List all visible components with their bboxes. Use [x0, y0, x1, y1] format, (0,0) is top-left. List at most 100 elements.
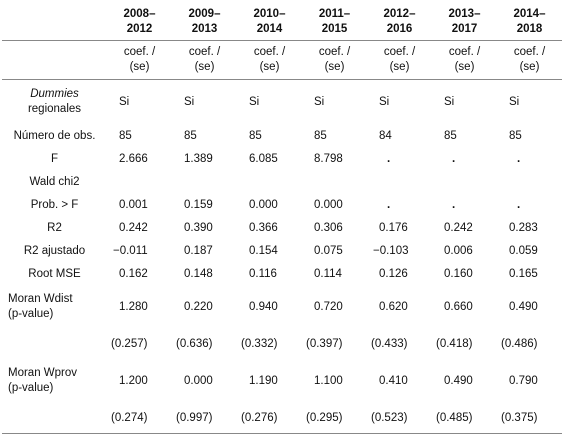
year-header-cell: 2011– 2015 — [318, 8, 351, 35]
value-cell: −0.011 — [113, 244, 148, 257]
value-cell: 0.159 — [184, 198, 213, 211]
pvalue-cell: (0.375) — [497, 403, 562, 434]
pvalue-cell: (0.997) — [172, 403, 237, 434]
value-cell: 0.000 — [314, 198, 343, 211]
probf-row: Prob. > F 0.001 0.159 0.000 0.000 . . . — [2, 193, 562, 216]
value-cell: . — [517, 152, 521, 165]
pvalue-cell: (0.257) — [111, 338, 148, 350]
value-cell — [302, 170, 367, 193]
empty-corner-cell — [2, 2, 107, 41]
value-cell: 0.490 — [444, 374, 473, 387]
pvalue-cell: (0.332) — [241, 338, 278, 350]
empty-label-cell — [2, 40, 107, 80]
moran-wdist-row: Moran Wdist (p-value) 1.280 0.220 0.940 … — [2, 285, 562, 329]
row-label-line2: (p-value) — [8, 308, 54, 320]
wald-row: Wald chi2 — [2, 170, 562, 193]
year-header-cell: 2009– 2013 — [188, 8, 221, 35]
value-cell: 85 — [444, 129, 457, 142]
value-cell: 84 — [379, 129, 392, 142]
value-cell: 0.410 — [379, 374, 408, 387]
value-cell: 1.100 — [314, 374, 343, 387]
value-cell — [367, 170, 432, 193]
value-cell: 0.940 — [249, 300, 278, 313]
value-cell: 0.165 — [509, 267, 538, 280]
row-label: R2 — [47, 221, 62, 234]
coef-header-cell: coef. / (se) — [107, 40, 172, 80]
row-label-line1: Moran Wdist — [8, 293, 73, 305]
value-cell — [497, 170, 562, 193]
value-cell: 0.126 — [379, 267, 408, 280]
moran-wprov-pvalue-row: (0.274) (0.997) (0.276) (0.295) (0.523) … — [2, 403, 562, 434]
moran-wdist-pvalue-row: (0.257) (0.636) (0.332) (0.397) (0.433) … — [2, 329, 562, 359]
pvalue-cell: (0.276) — [237, 403, 302, 434]
value-cell: 0.720 — [314, 300, 343, 313]
value-cell — [172, 170, 237, 193]
value-cell: 0.620 — [379, 300, 408, 313]
value-cell: 0.006 — [444, 244, 473, 257]
value-cell: 0.114 — [314, 267, 342, 280]
value-cell: . — [387, 152, 391, 165]
coef-header-row: coef. / (se) coef. / (se) coef. / (se) c… — [2, 40, 562, 80]
value-cell: 2.666 — [119, 152, 148, 165]
coef-header-cell: coef. / (se) — [497, 40, 562, 80]
moran-wprov-row: Moran Wprov (p-value) 1.200 0.000 1.190 … — [2, 359, 562, 403]
row-label: Dummies regionales — [2, 80, 107, 125]
row-label: R2 ajustado — [23, 244, 86, 257]
value-cell: 0.390 — [184, 221, 213, 234]
value-cell: 1.190 — [249, 374, 278, 387]
nobs-row: Número de obs. 85 85 85 85 84 85 85 — [2, 124, 562, 147]
value-cell: 0.366 — [249, 221, 278, 234]
value-cell: 1.389 — [184, 152, 213, 165]
value-cell: 85 — [119, 129, 132, 142]
year-header-cell: 2008– 2012 — [123, 8, 156, 35]
value-cell: Si — [379, 95, 390, 108]
value-cell: . — [452, 198, 456, 211]
coef-header-cell: coef. / (se) — [237, 40, 302, 80]
year-header-cell: 2013– 2017 — [448, 8, 481, 35]
rootmse-row: Root MSE 0.162 0.148 0.116 0.114 0.126 0… — [2, 262, 562, 285]
value-cell — [107, 170, 172, 193]
pvalue-cell: (0.295) — [302, 403, 367, 434]
year-header-cell: 2012– 2016 — [383, 8, 416, 35]
value-cell: Si — [444, 95, 455, 108]
coef-header-cell: coef. / (se) — [302, 40, 367, 80]
value-cell: 0.075 — [314, 244, 343, 257]
row-label: Wald chi2 — [29, 175, 80, 188]
row-label-line1: Moran Wprov — [8, 367, 78, 379]
value-cell: 0.283 — [509, 221, 538, 234]
value-cell: 6.085 — [249, 152, 278, 165]
row-label-line2: (p-value) — [8, 382, 54, 394]
value-cell: −0.103 — [373, 244, 409, 257]
value-cell: 0.162 — [119, 267, 148, 280]
pvalue-cell: (0.485) — [432, 403, 497, 434]
row-label: Prob. > F — [30, 198, 79, 211]
value-cell: 0.059 — [509, 244, 538, 257]
value-cell: 0.490 — [509, 300, 538, 313]
empty-label-cell — [2, 329, 107, 359]
r2-row: R2 0.242 0.390 0.366 0.306 0.176 0.242 0… — [2, 216, 562, 239]
value-cell: 0.001 — [119, 198, 148, 211]
value-cell: 85 — [184, 129, 197, 142]
value-cell: 0.148 — [184, 267, 213, 280]
value-cell: Si — [119, 95, 130, 108]
value-cell: 0.000 — [249, 198, 278, 211]
year-header-cell: 2014– 2018 — [513, 8, 546, 35]
pvalue-cell: (0.418) — [436, 338, 473, 350]
value-cell: 0.660 — [444, 300, 473, 313]
regression-table-page: 2008– 2012 2009– 2013 2010– 2014 2011– 2… — [2, 8, 562, 434]
value-cell — [237, 170, 302, 193]
coef-header-cell: coef. / (se) — [432, 40, 497, 80]
value-cell: 0.000 — [184, 374, 213, 387]
row-label: Moran Wdist (p-value) — [2, 285, 107, 329]
value-cell: Si — [249, 95, 260, 108]
value-cell: 85 — [509, 129, 522, 142]
value-cell: 0.116 — [249, 267, 277, 280]
value-cell: 1.200 — [119, 374, 148, 387]
f-row: F 2.666 1.389 6.085 8.798 . . . — [2, 147, 562, 170]
value-cell: 0.790 — [509, 374, 538, 387]
pvalue-cell: (0.274) — [107, 403, 172, 434]
pvalue-cell: (0.397) — [306, 338, 343, 350]
year-header-row: 2008– 2012 2009– 2013 2010– 2014 2011– 2… — [2, 2, 562, 41]
dummies-row: Dummies regionales Si Si Si Si Si Si Si — [2, 80, 562, 125]
